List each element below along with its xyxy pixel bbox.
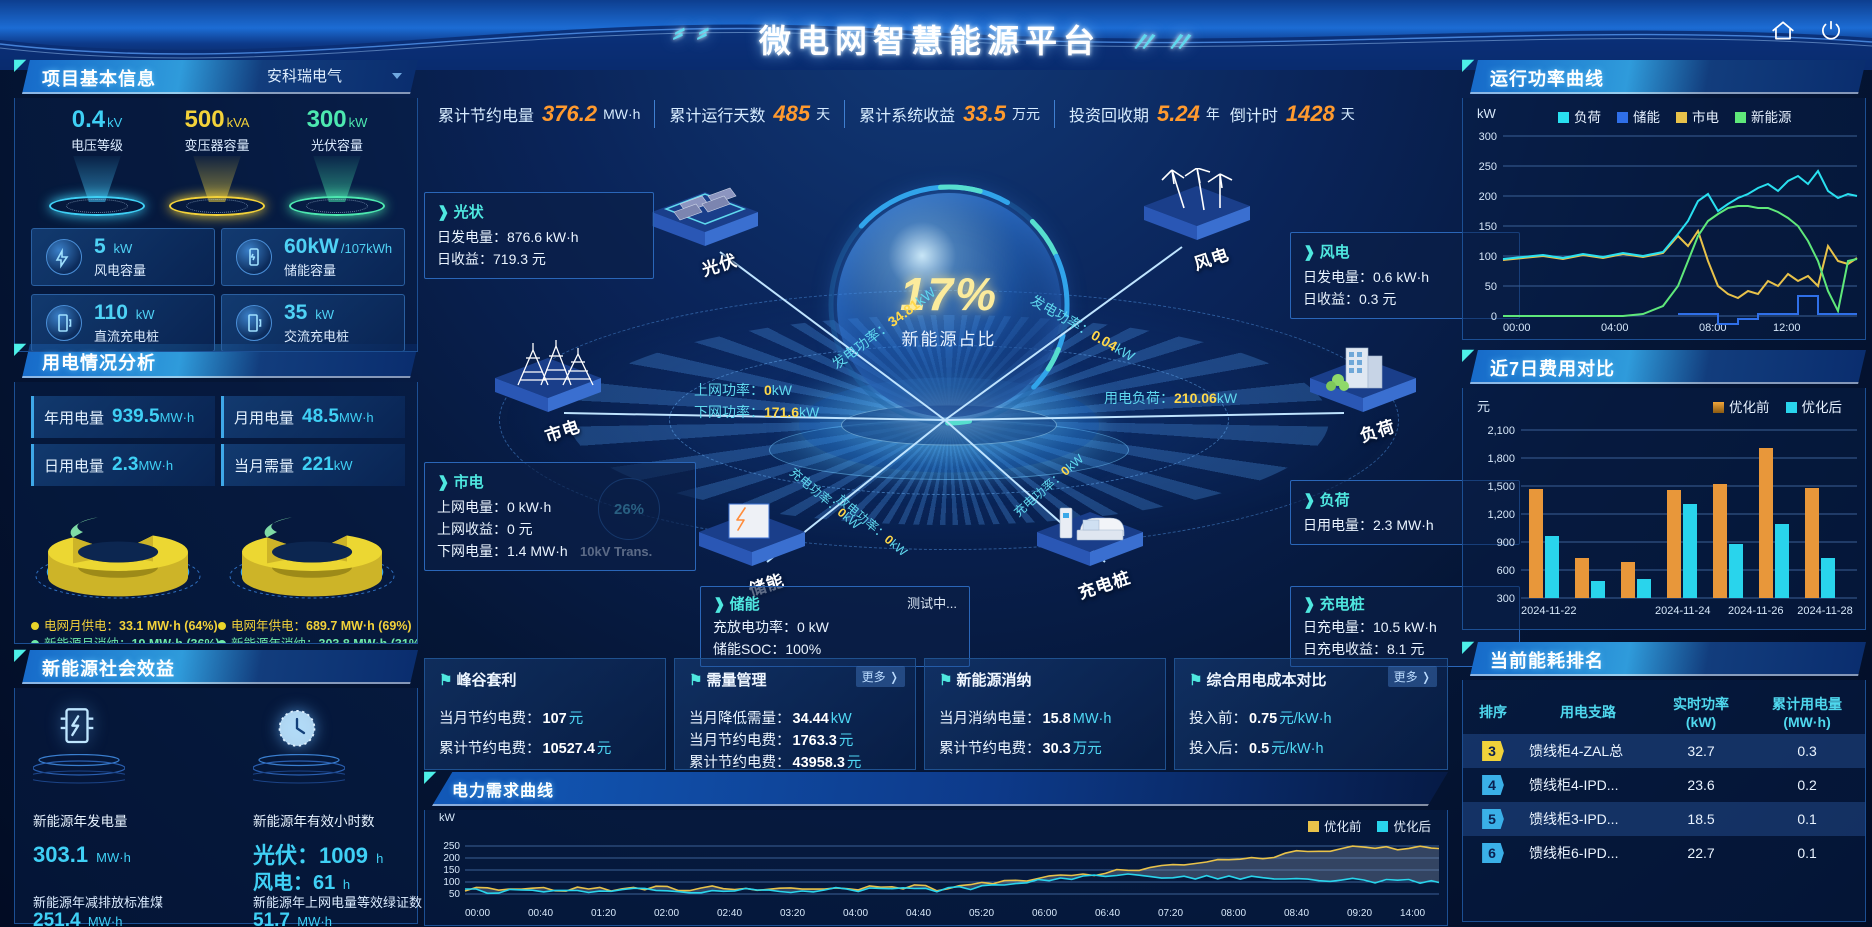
svg-text:05:20: 05:20 bbox=[969, 908, 994, 919]
svg-text:00:40: 00:40 bbox=[528, 908, 553, 919]
svg-text:01:20: 01:20 bbox=[591, 908, 616, 919]
svg-text:08:00: 08:00 bbox=[1221, 908, 1246, 919]
svg-text:900: 900 bbox=[1497, 537, 1515, 549]
svg-text:2024-11-28: 2024-11-28 bbox=[1797, 605, 1852, 617]
svg-text:1,500: 1,500 bbox=[1487, 481, 1515, 493]
svg-text:08:40: 08:40 bbox=[1284, 908, 1309, 919]
svg-text:600: 600 bbox=[1497, 565, 1515, 577]
svg-text:150: 150 bbox=[443, 865, 460, 876]
svg-text:200: 200 bbox=[443, 853, 460, 864]
svg-text:1,200: 1,200 bbox=[1487, 509, 1515, 521]
svg-text:250: 250 bbox=[443, 841, 460, 852]
svg-text:04:00: 04:00 bbox=[843, 908, 868, 919]
svg-text:300: 300 bbox=[1479, 131, 1497, 143]
svg-text:2024-11-24: 2024-11-24 bbox=[1655, 605, 1710, 617]
svg-text:00:00: 00:00 bbox=[1503, 322, 1531, 334]
svg-text:06:40: 06:40 bbox=[1095, 908, 1120, 919]
svg-text:0: 0 bbox=[1491, 311, 1497, 323]
svg-text:12:00: 12:00 bbox=[1773, 322, 1801, 334]
svg-text:1,800: 1,800 bbox=[1487, 453, 1515, 465]
svg-text:150: 150 bbox=[1479, 221, 1497, 233]
svg-text:02:00: 02:00 bbox=[654, 908, 679, 919]
svg-text:04:40: 04:40 bbox=[906, 908, 931, 919]
svg-text:2,100: 2,100 bbox=[1487, 425, 1515, 437]
svg-text:04:00: 04:00 bbox=[1601, 322, 1629, 334]
svg-text:03:20: 03:20 bbox=[780, 908, 805, 919]
svg-text:06:00: 06:00 bbox=[1032, 908, 1057, 919]
svg-text:14:00: 14:00 bbox=[1400, 908, 1425, 919]
svg-text:02:40: 02:40 bbox=[717, 908, 742, 919]
svg-text:50: 50 bbox=[1485, 281, 1497, 293]
svg-text:07:20: 07:20 bbox=[1158, 908, 1183, 919]
svg-text:09:20: 09:20 bbox=[1347, 908, 1372, 919]
svg-text:200: 200 bbox=[1479, 191, 1497, 203]
svg-text:2024-11-26: 2024-11-26 bbox=[1728, 605, 1783, 617]
svg-text:250: 250 bbox=[1479, 161, 1497, 173]
svg-text:100: 100 bbox=[1479, 251, 1497, 263]
svg-text:2024-11-22: 2024-11-22 bbox=[1521, 605, 1576, 617]
svg-text:50: 50 bbox=[449, 889, 461, 900]
svg-text:00:00: 00:00 bbox=[465, 908, 490, 919]
svg-text:300: 300 bbox=[1497, 593, 1515, 605]
svg-text:100: 100 bbox=[443, 877, 460, 888]
